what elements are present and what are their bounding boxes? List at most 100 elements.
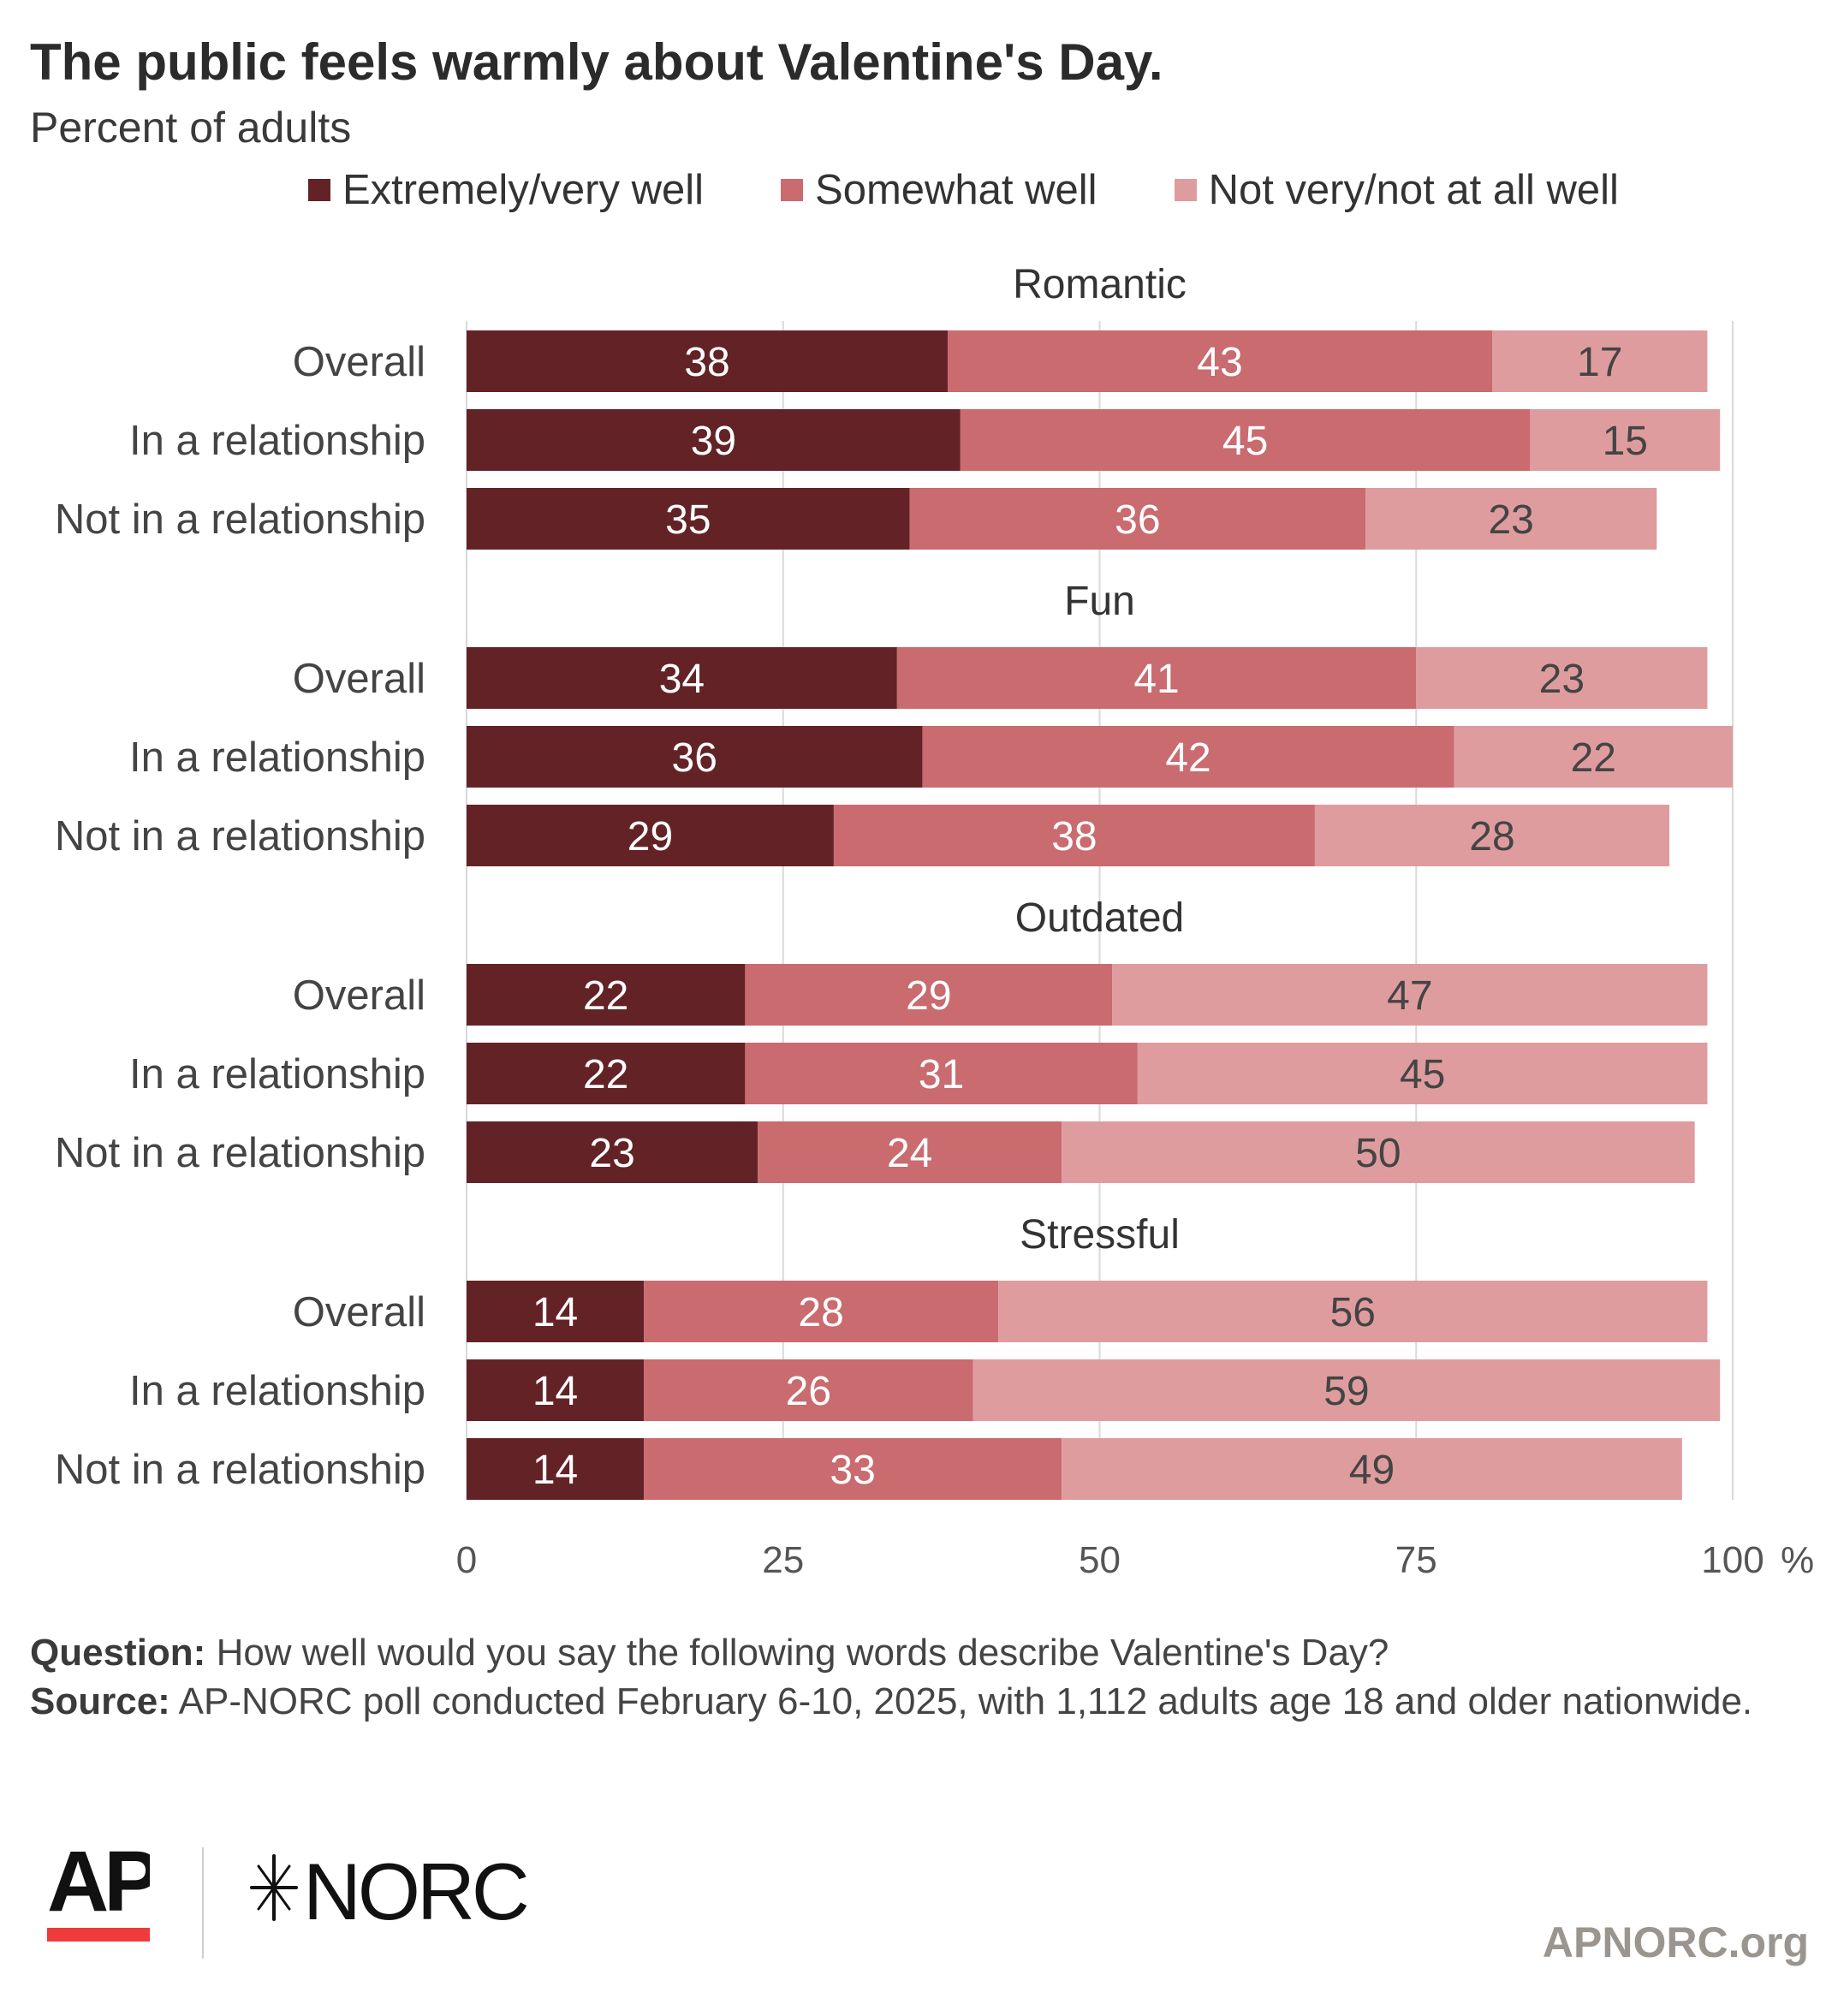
bar-segment-extremely-very-well bbox=[467, 1121, 758, 1183]
bar-segment-somewhat-well bbox=[909, 488, 1366, 550]
row-label: Not in a relationship bbox=[55, 813, 425, 859]
bar-segment-not-very-well bbox=[1314, 805, 1670, 866]
bar-segment-extremely-very-well bbox=[467, 488, 910, 550]
row-label: Not in a relationship bbox=[55, 497, 425, 543]
source-label: Source: bbox=[30, 1680, 170, 1722]
data-label: 47 bbox=[1387, 973, 1432, 1019]
data-label: 29 bbox=[906, 973, 951, 1019]
data-label: 35 bbox=[665, 497, 711, 543]
data-label: 23 bbox=[1488, 497, 1533, 543]
legend-swatch-not-very-well bbox=[1174, 179, 1197, 201]
bar-segment-extremely-very-well bbox=[467, 805, 834, 866]
bar-segment-extremely-very-well bbox=[467, 409, 961, 471]
bar-segment-not-very-well bbox=[1454, 726, 1733, 788]
data-label: 39 bbox=[691, 419, 736, 464]
data-label: 56 bbox=[1330, 1290, 1376, 1335]
data-label: 31 bbox=[919, 1052, 964, 1097]
x-axis-unit: % bbox=[1781, 1539, 1814, 1581]
bar-segment-extremely-very-well bbox=[467, 647, 897, 709]
data-label: 29 bbox=[628, 814, 673, 859]
bar-segment-not-very-well bbox=[1062, 1121, 1695, 1183]
ap-logo: AP bbox=[47, 1834, 150, 1942]
bar-segment-somewhat-well bbox=[644, 1281, 999, 1342]
question-label: Question: bbox=[30, 1632, 206, 1674]
bar-segment-not-very-well bbox=[998, 1281, 1708, 1342]
bar-segment-not-very-well bbox=[1416, 647, 1708, 709]
x-tick-label: 0 bbox=[456, 1539, 477, 1581]
legend-label: Somewhat well bbox=[815, 167, 1097, 213]
data-label: 14 bbox=[532, 1448, 578, 1493]
row-label: Overall bbox=[293, 972, 425, 1019]
bar-segment-extremely-very-well bbox=[467, 1359, 645, 1421]
legend-item-somewhat-well: Somewhat well bbox=[781, 166, 1097, 214]
stacked-bar-chart: 0 25 50 75 100 % Romantic Overall 38 43 17 In a rel… bbox=[55, 262, 1814, 1581]
x-tick-label: 100 bbox=[1701, 1539, 1764, 1581]
bar-segment-not-very-well bbox=[1530, 409, 1721, 471]
group-title: Outdated bbox=[1015, 895, 1184, 941]
bar-segment-not-very-well bbox=[973, 1359, 1721, 1421]
bar-segment-not-very-well bbox=[1112, 964, 1708, 1026]
data-label: 22 bbox=[583, 973, 628, 1019]
bar-segment-extremely-very-well bbox=[467, 964, 746, 1026]
group-title: Fun bbox=[1064, 579, 1135, 624]
legend-label: Not very/not at all well bbox=[1208, 167, 1619, 213]
data-label: 22 bbox=[1571, 735, 1616, 781]
data-label: 26 bbox=[786, 1369, 831, 1414]
data-label: 28 bbox=[1469, 814, 1514, 859]
x-tick-label: 25 bbox=[762, 1539, 804, 1581]
row-label: In a relationship bbox=[129, 734, 425, 781]
group-title: Romantic bbox=[1013, 262, 1187, 307]
norc-star-icon bbox=[250, 1854, 298, 1921]
data-label: 41 bbox=[1133, 657, 1179, 702]
data-label: 23 bbox=[589, 1131, 634, 1176]
bar-segment-somewhat-well bbox=[896, 647, 1417, 709]
website-link[interactable]: APNORC.org bbox=[1542, 1918, 1809, 1966]
legend-swatch-somewhat-well bbox=[781, 179, 804, 201]
data-label: 36 bbox=[1115, 497, 1160, 543]
data-label: 59 bbox=[1323, 1369, 1369, 1414]
row-label: Overall bbox=[293, 339, 425, 385]
logo-divider bbox=[202, 1847, 204, 1959]
row-label: Overall bbox=[293, 656, 425, 702]
ap-logo-text: AP bbox=[47, 1834, 150, 1930]
bar-segment-somewhat-well bbox=[644, 1359, 973, 1421]
data-label: 34 bbox=[659, 657, 705, 702]
data-label: 50 bbox=[1355, 1131, 1401, 1176]
bars bbox=[467, 330, 1733, 1500]
bar-segment-somewhat-well bbox=[922, 726, 1454, 788]
data-label: 15 bbox=[1603, 419, 1648, 464]
bar-segment-not-very-well bbox=[1062, 1438, 1682, 1500]
question-note: Question: How well would you say the fol… bbox=[30, 1628, 1793, 1677]
row-label: Not in a relationship bbox=[55, 1447, 425, 1493]
row-label: In a relationship bbox=[129, 1051, 425, 1097]
ap-logo-bar bbox=[47, 1928, 150, 1942]
data-label: 24 bbox=[887, 1131, 932, 1176]
labels: 0 25 50 75 100 % Romantic Overall 38 43 17 In a rel… bbox=[55, 262, 1814, 1581]
data-label: 42 bbox=[1165, 735, 1210, 781]
bar-segment-extremely-very-well bbox=[467, 1043, 746, 1104]
x-tick-label: 75 bbox=[1395, 1539, 1437, 1581]
bar-segment-not-very-well bbox=[1491, 330, 1708, 392]
bar-segment-somewhat-well bbox=[745, 964, 1113, 1026]
chart-notes: Question: How well would you say the fol… bbox=[30, 1628, 1793, 1726]
bar-segment-extremely-very-well bbox=[467, 726, 923, 788]
data-label: 49 bbox=[1349, 1448, 1395, 1493]
group-title: Stressful bbox=[1020, 1212, 1180, 1258]
legend-label: Extremely/very well bbox=[342, 167, 705, 213]
bar-segment-somewhat-well bbox=[644, 1438, 1062, 1500]
row-label: In a relationship bbox=[129, 418, 425, 464]
bar-segment-not-very-well bbox=[1365, 488, 1657, 550]
norc-logo: NORC bbox=[250, 1849, 531, 1926]
data-label: 38 bbox=[684, 340, 729, 385]
legend: Extremely/very well Somewhat well Not ve… bbox=[308, 164, 1619, 216]
data-label: 45 bbox=[1400, 1052, 1445, 1097]
row-label: Not in a relationship bbox=[55, 1130, 425, 1176]
bar-segment-somewhat-well bbox=[745, 1043, 1138, 1104]
bar-segment-somewhat-well bbox=[948, 330, 1492, 392]
chart-title: The public feels warmly about Valentine'… bbox=[30, 33, 1163, 91]
bar-segment-somewhat-well bbox=[833, 805, 1315, 866]
data-label: 14 bbox=[532, 1369, 578, 1414]
legend-item-not-very-well: Not very/not at all well bbox=[1174, 166, 1619, 214]
bar-segment-extremely-very-well bbox=[467, 330, 949, 392]
data-label: 36 bbox=[672, 735, 717, 781]
